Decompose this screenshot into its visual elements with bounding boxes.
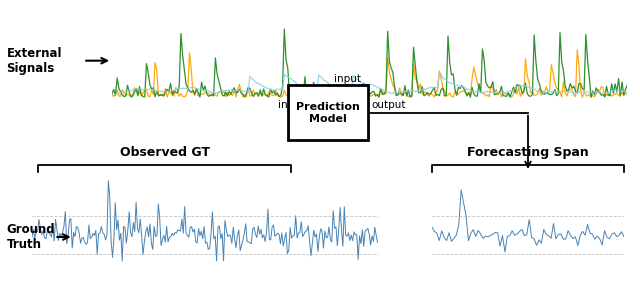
- Text: output: output: [371, 100, 406, 110]
- Text: input: input: [278, 100, 305, 110]
- Text: Prediction
Model: Prediction Model: [296, 102, 360, 123]
- Text: Ground
Truth: Ground Truth: [6, 223, 55, 251]
- Text: External
Signals: External Signals: [6, 47, 62, 75]
- Text: Observed GT: Observed GT: [120, 146, 210, 159]
- Text: Forecasting Span: Forecasting Span: [467, 146, 589, 159]
- Text: input: input: [335, 74, 362, 84]
